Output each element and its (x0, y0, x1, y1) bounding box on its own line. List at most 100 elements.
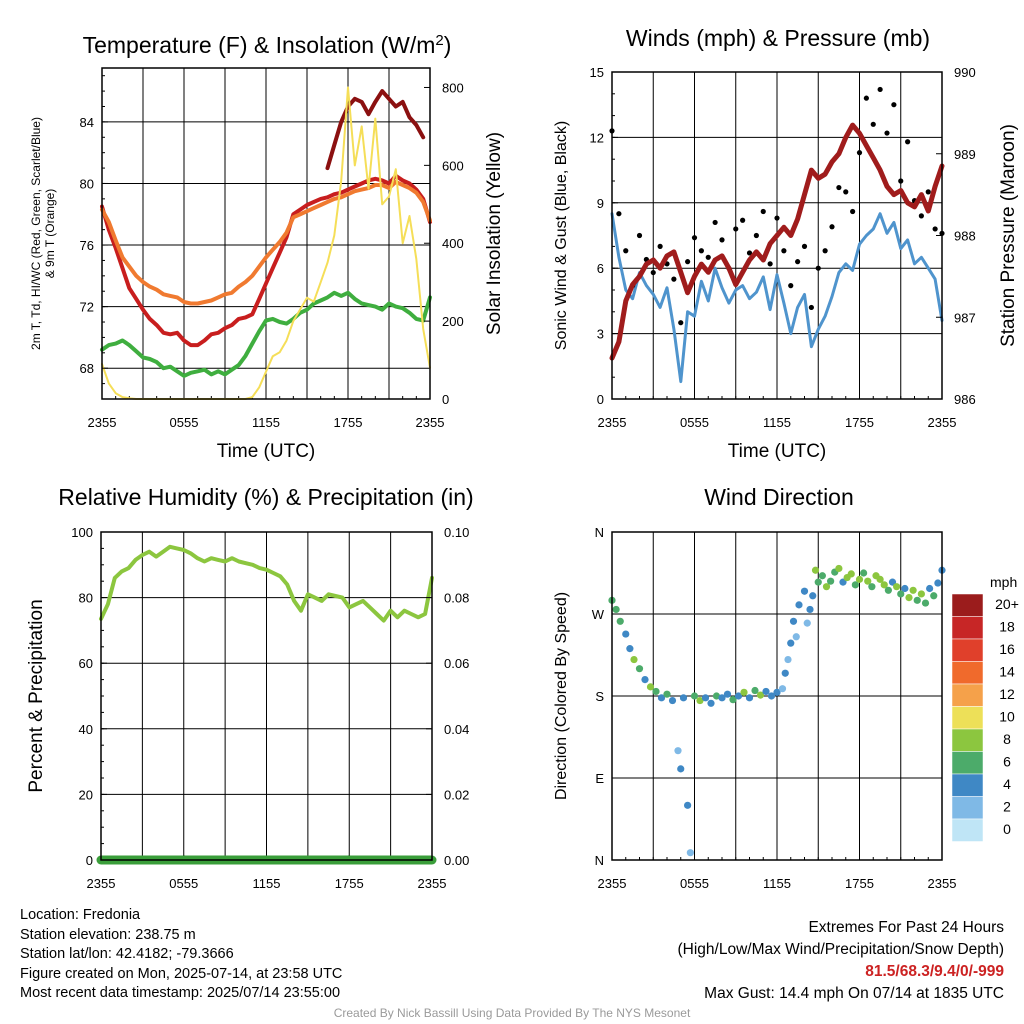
y-tick-label: 0 (597, 392, 604, 407)
gust-point (746, 250, 753, 256)
direction-point (712, 692, 721, 700)
gust-point (616, 211, 622, 217)
station-elevation: Station elevation: 238.75 m (20, 926, 196, 943)
direction-point (767, 692, 776, 700)
direction-point (905, 594, 913, 602)
gust-point (774, 215, 780, 221)
y-right-tick-label: 0.00 (444, 853, 469, 868)
y-right-tick-label: 0.08 (444, 591, 469, 606)
colorbar-label: 12 (999, 686, 1015, 702)
direction-point (686, 849, 694, 857)
gust-point (712, 219, 718, 226)
y-tick-label: 20 (79, 787, 93, 802)
y-right-tick-label: 400 (442, 236, 464, 251)
gust-point (801, 243, 808, 249)
gust-point (918, 213, 924, 219)
y-right-tick-label: 600 (442, 158, 464, 173)
y-right-tick-label: 800 (442, 80, 464, 95)
direction-point (679, 694, 688, 702)
x-tick-label: 2355 (418, 876, 447, 891)
direction-point (806, 605, 814, 614)
colorbar-label: 14 (999, 664, 1015, 680)
gust-point (760, 208, 766, 215)
series-line-2 (325, 89, 426, 171)
direction-point (814, 578, 822, 586)
direction-point (909, 586, 917, 594)
colorbar-label: 16 (999, 641, 1015, 657)
gust-point (705, 254, 711, 260)
y-tick-label: 80 (79, 591, 93, 606)
y-tick-label: 15 (590, 65, 604, 80)
y-right-tick-label: 986 (954, 392, 976, 407)
gust-point (719, 237, 725, 243)
x-tick-label: 0555 (169, 876, 198, 891)
gust-point (767, 261, 773, 267)
colorbar-swatch (951, 593, 984, 617)
extremes-subtitle: (High/Low/Max Wind/Precipitation/Snow De… (677, 941, 1005, 958)
direction-point (745, 694, 754, 702)
extremes-summary: Extremes For Past 24 Hours (High/Low/Max… (678, 917, 1005, 1005)
y-right-tick-label: 990 (954, 65, 976, 80)
y-tick-label: 100 (71, 525, 93, 540)
gust-point (850, 208, 856, 215)
panel-title-wind-direction: Wind Direction (704, 484, 854, 510)
x-tick-label: 1755 (845, 876, 874, 891)
panel-title-temperature: Temperature (F) & Insolation (W/m2) (83, 32, 452, 59)
series-line-humidity (99, 544, 434, 623)
direction-point (690, 692, 699, 700)
y-tick-label: 80 (80, 176, 94, 191)
series-line-3 (100, 290, 432, 378)
x-tick-label: 2355 (87, 876, 116, 891)
gust-point (671, 276, 677, 282)
gust-point (870, 121, 876, 127)
y-right-tick-label: 200 (442, 314, 464, 329)
direction-point (917, 590, 925, 598)
direction-point (926, 584, 934, 593)
direction-point (684, 801, 692, 809)
direction-point (800, 587, 809, 595)
colorbar-label: 2 (1003, 799, 1011, 815)
y-right-tick-label: 989 (954, 147, 976, 162)
colorbar-label: 0 (1003, 821, 1011, 837)
x-tick-label: 2355 (88, 415, 117, 430)
direction-point (880, 581, 888, 589)
gust-point (863, 95, 869, 101)
direction-point (803, 619, 811, 627)
gust-point (815, 265, 821, 271)
y-tick-label: 76 (80, 238, 94, 253)
station-info: Location: Fredonia Station elevation: 23… (20, 906, 342, 1004)
figure-created: Figure created on Mon, 2025-07-14, at 23… (20, 965, 343, 982)
x-tick-label: 2355 (416, 415, 445, 430)
direction-point (718, 694, 726, 702)
direction-point (795, 601, 803, 609)
x-tick-label: 2355 (928, 876, 957, 891)
direction-point (781, 669, 789, 677)
direction-point (751, 686, 759, 695)
direction-point (626, 645, 634, 653)
colorbar-swatch (951, 616, 984, 640)
y-tick-label: 72 (80, 300, 94, 315)
colorbar-swatch (951, 706, 984, 730)
plot-border (101, 67, 431, 400)
direction-point (696, 696, 704, 705)
x-axis-label: Time (UTC) (728, 441, 827, 462)
direction-point (864, 577, 872, 585)
direction-point (888, 578, 897, 586)
y-axis-label-line1: 2m T, Td, HI/WC (Red, Green, Scarlet/Blu… (29, 117, 43, 350)
colorbar-swatch (951, 818, 984, 842)
y-tick-label: 9 (597, 196, 604, 211)
direction-point (868, 583, 876, 591)
y-right-tick-label: 0 (442, 392, 449, 407)
colorbar-swatch (951, 661, 984, 685)
direction-point (635, 665, 644, 673)
y-tick-label: 40 (79, 722, 93, 737)
colorbar: mph 20+ 18 16 14 12 10 8 6 4 2 0 (951, 574, 1019, 842)
x-tick-label: 1755 (334, 415, 363, 430)
gust-point (898, 178, 904, 184)
panel-temperature: Temperature (F) & Insolation (W/m2) 2355… (29, 32, 505, 463)
y-axis-label: Percent & Precipitation (26, 599, 47, 792)
direction-point (707, 699, 715, 707)
gust-point (877, 86, 883, 93)
gust-point (788, 283, 794, 289)
